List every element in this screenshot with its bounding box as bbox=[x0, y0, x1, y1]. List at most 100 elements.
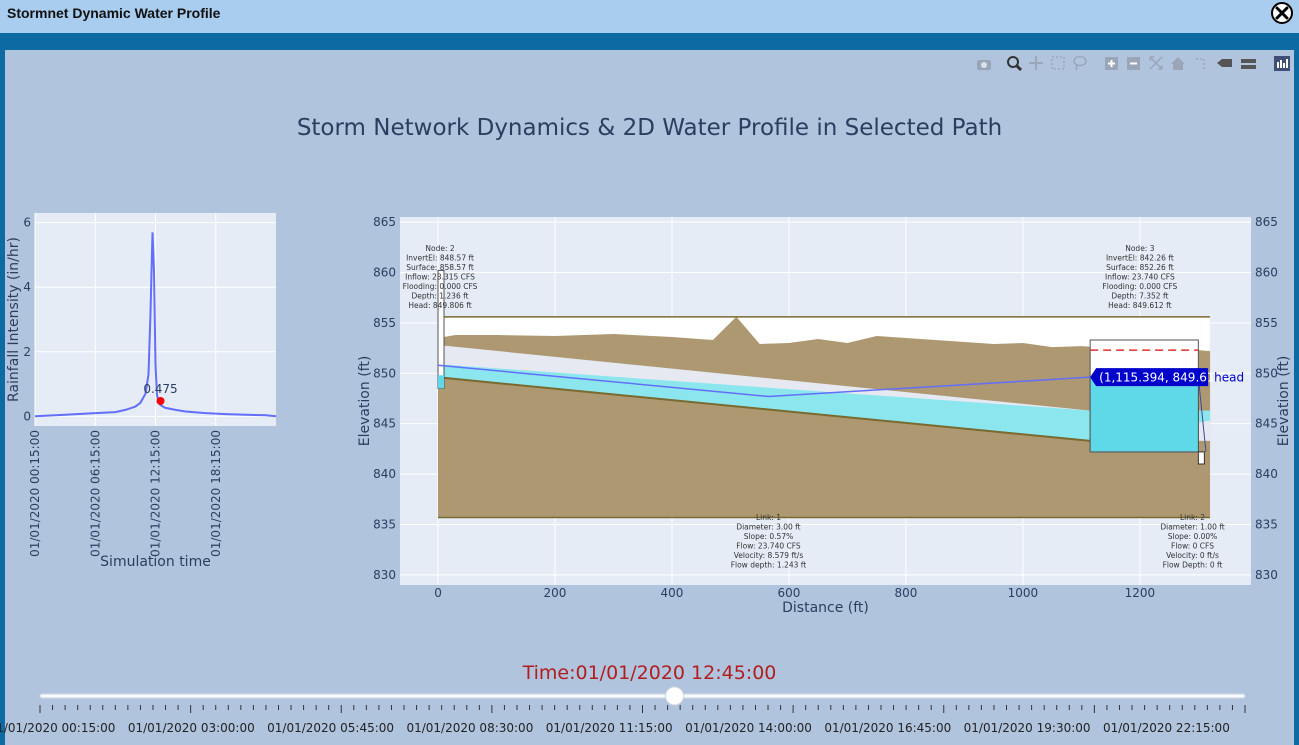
outfall-marker bbox=[1197, 451, 1205, 465]
profile-x-tick-label: 1200 bbox=[1125, 586, 1156, 600]
profile-y-tick-label-right: 865 bbox=[1255, 215, 1278, 229]
hydraulic-grade-line bbox=[437, 364, 1091, 398]
node-2-water bbox=[438, 375, 445, 389]
pan-icon[interactable] bbox=[1029, 56, 1043, 70]
window-frame-left bbox=[0, 50, 5, 745]
node-3-annotation: Inflow: 23.740 CFS bbox=[1105, 273, 1175, 282]
profile-y-tick-label-right: 860 bbox=[1255, 265, 1278, 279]
plot-modebar bbox=[977, 55, 1290, 72]
plotly-logo-icon[interactable] bbox=[1274, 56, 1290, 71]
node-2-annotation: Depth: 1.236 ft bbox=[411, 292, 468, 301]
window-header-band bbox=[0, 33, 1299, 50]
profile-y-tick-label-left: 855 bbox=[373, 316, 396, 330]
spike-lines-icon[interactable] bbox=[1196, 58, 1205, 70]
rain-y-tick-label: 6 bbox=[23, 216, 31, 230]
node-2-annotation: Flooding: 0.000 CFS bbox=[403, 282, 478, 291]
slider-track bbox=[39, 693, 1246, 699]
slider-tick-label: 01/01/2020 19:30:00 bbox=[964, 721, 1091, 735]
hover-tooltip-name: head bbox=[1214, 371, 1244, 385]
profile-x-axis-title: Distance (ft) bbox=[782, 600, 869, 616]
profile-x-tick-label: 800 bbox=[894, 586, 917, 600]
rain-x-tick-label: 01/01/2020 06:15:00 bbox=[88, 430, 102, 557]
hover-closest-icon[interactable] bbox=[1217, 59, 1232, 67]
autoscale-icon[interactable] bbox=[1149, 56, 1163, 70]
camera-icon[interactable] bbox=[977, 60, 991, 70]
hover-compare-icon[interactable] bbox=[1241, 59, 1256, 69]
profile-x-tick-label: 0 bbox=[434, 586, 442, 600]
hover-tooltip bbox=[1090, 368, 1209, 387]
window-frame-right bbox=[1294, 50, 1299, 745]
current-rain-marker bbox=[156, 396, 165, 405]
zoom-out-icon[interactable] bbox=[1127, 57, 1140, 70]
slider-tick-label: 01/01/2020 16:45:00 bbox=[824, 721, 951, 735]
slider-tick-label: 01/01/2020 22:15:00 bbox=[1103, 721, 1230, 735]
node-2-annotation: Surface: 858.57 ft bbox=[406, 263, 474, 272]
node-2-manhole bbox=[437, 269, 445, 389]
link-1-annotation: Slope: 0.57% bbox=[744, 532, 794, 541]
profile-y-tick-label-left: 845 bbox=[373, 417, 396, 431]
rain-x-tick-label: 01/01/2020 12:15:00 bbox=[149, 430, 163, 557]
window-titlebar: Stormnet Dynamic Water Profile bbox=[0, 0, 1299, 33]
slider-tick-label: 01/01/2020 08:30:00 bbox=[406, 721, 533, 735]
main-title: Storm Network Dynamics & 2D Water Profil… bbox=[296, 115, 1003, 141]
slider-handle[interactable] bbox=[665, 686, 684, 706]
profile-y-axis-title-left: Elevation (ft) bbox=[357, 356, 373, 447]
current-rain-label: 0.475 bbox=[143, 382, 177, 396]
rain-x-tick-label: 01/01/2020 00:15:00 bbox=[28, 430, 42, 557]
slider-tick-label: 01/01/2020 03:00:00 bbox=[128, 721, 255, 735]
link-2-annotation: Diameter: 1.00 ft bbox=[1160, 523, 1224, 532]
reset-axes-icon[interactable] bbox=[1171, 57, 1185, 70]
profile-y-tick-label-right: 830 bbox=[1255, 568, 1278, 582]
profile-y-tick-label-right: 835 bbox=[1255, 518, 1278, 532]
link-2-annotation: Flow: 0 CFS bbox=[1171, 542, 1214, 551]
link-2-annotation: Slope: 0.00% bbox=[1168, 532, 1218, 541]
rain-y-axis-title: Rainfall Intensity (in/hr) bbox=[6, 237, 22, 402]
node-3-annotation: InvertEl: 842.26 ft bbox=[1106, 254, 1174, 263]
node-3-water bbox=[1089, 376, 1199, 453]
profile-y-tick-label-right: 855 bbox=[1255, 316, 1278, 330]
link-1-annotation: Flow: 23.740 CFS bbox=[736, 542, 801, 551]
node-3-annotation: Surface: 852.26 ft bbox=[1106, 263, 1174, 272]
profile-y-tick-label-right: 845 bbox=[1255, 417, 1278, 431]
node-2-annotation: InvertEl: 848.57 ft bbox=[406, 254, 474, 263]
rain-x-tick-label: 01/01/2020 18:15:00 bbox=[209, 430, 223, 557]
node-3-annotation: Depth: 7.352 ft bbox=[1111, 292, 1168, 301]
profile-y-tick-label-right: 850 bbox=[1255, 366, 1278, 380]
profile-y-tick-label-left: 840 bbox=[373, 467, 396, 481]
slider-tick-label: 01/01/2020 00:15:00 bbox=[0, 721, 115, 735]
rainfall-chart[interactable]: 01/01/2020 00:15:00 01/01/2020 06:15:00 01… bbox=[0, 200, 300, 580]
rain-x-axis-title: Simulation time bbox=[100, 554, 211, 570]
rain-y-tick-label: 2 bbox=[23, 345, 31, 359]
profile-y-tick-label-left: 865 bbox=[373, 215, 396, 229]
link-1-annotation: Flow depth: 1.243 ft bbox=[731, 561, 807, 570]
profile-y-tick-label-left: 860 bbox=[373, 265, 396, 279]
water-profile-chart[interactable]: 0 200 400 600 800 1000 1200 830 830 835 835 840 840 8… bbox=[340, 200, 1299, 620]
profile-y-axis-title-right: Elevation (ft) bbox=[1276, 356, 1292, 447]
zoom-icon[interactable] bbox=[1007, 56, 1023, 72]
node-2-annotation: Node: 2 bbox=[425, 244, 454, 253]
rain-y-tick-label: 0 bbox=[23, 409, 31, 423]
link-2-line bbox=[1197, 377, 1207, 452]
box-select-icon[interactable] bbox=[1051, 56, 1065, 70]
hover-tooltip-value: (1,115.394, 849.612) bbox=[1099, 371, 1227, 385]
link-2-annotation: Velocity: 0 ft/s bbox=[1166, 551, 1219, 560]
slider-tick-label: 01/01/2020 11:15:00 bbox=[546, 721, 673, 735]
link-1-annotation: Diameter: 3.00 ft bbox=[736, 523, 800, 532]
close-icon[interactable] bbox=[1271, 2, 1293, 24]
link-2-annotation: Link: 2 bbox=[1180, 513, 1205, 522]
zoom-in-icon[interactable] bbox=[1105, 57, 1118, 70]
time-slider[interactable]: 01/01/2020 00:15:00 01/01/2020 03:00:00 01… bbox=[0, 680, 1299, 745]
lasso-select-icon[interactable] bbox=[1073, 55, 1087, 71]
window-title: Stormnet Dynamic Water Profile bbox=[7, 5, 221, 21]
slider-tick-label: 01/01/2020 05:45:00 bbox=[267, 721, 394, 735]
pipe-invert-line bbox=[437, 376, 1091, 442]
profile-x-tick-label: 600 bbox=[777, 586, 800, 600]
profile-y-tick-label-right: 840 bbox=[1255, 467, 1278, 481]
profile-y-tick-label-left: 830 bbox=[373, 568, 396, 582]
rain-y-tick-label: 4 bbox=[23, 280, 31, 294]
profile-y-tick-label-left: 850 bbox=[373, 366, 396, 380]
slider-tick-label: 01/01/2020 14:00:00 bbox=[685, 721, 812, 735]
node-3-annotation: Flooding: 0.000 CFS bbox=[1102, 282, 1177, 291]
node-3-annotation: Node: 3 bbox=[1125, 244, 1154, 253]
profile-x-tick-label: 1000 bbox=[1008, 586, 1039, 600]
